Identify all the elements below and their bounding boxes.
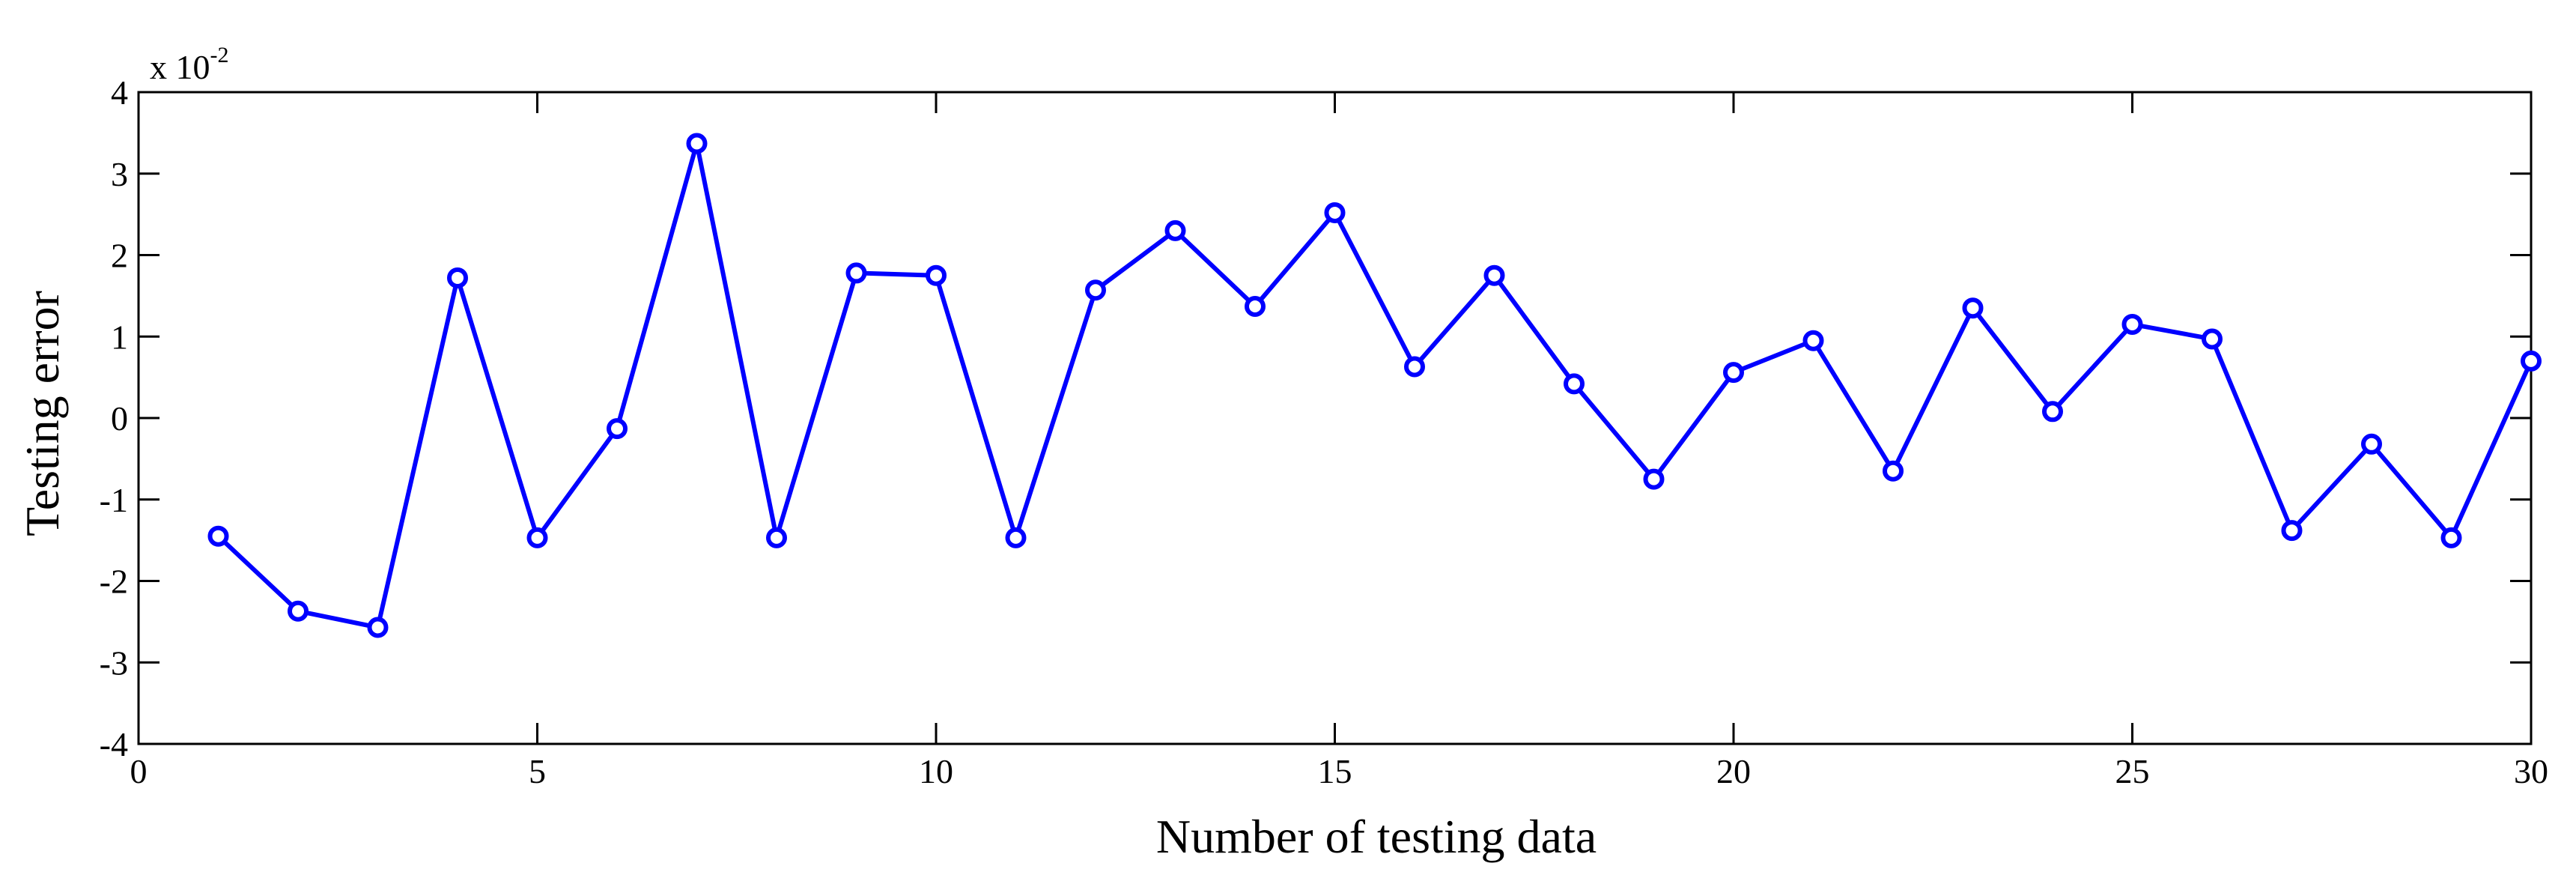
x-tick-label: 30 bbox=[2514, 752, 2548, 790]
data-point bbox=[2281, 520, 2303, 542]
data-point bbox=[1723, 362, 1744, 384]
data-point bbox=[447, 267, 468, 288]
y-tick-label: 2 bbox=[111, 237, 128, 275]
data-point bbox=[2440, 527, 2462, 548]
data-point bbox=[1005, 527, 1027, 548]
data-point bbox=[2042, 401, 2063, 423]
data-point bbox=[367, 617, 389, 638]
y-tick-label: 0 bbox=[111, 399, 128, 438]
data-point bbox=[526, 527, 548, 548]
data-point bbox=[2521, 350, 2542, 372]
data-point bbox=[926, 264, 947, 286]
data-point bbox=[207, 525, 229, 547]
data-point bbox=[288, 600, 309, 622]
y-multiplier: x 10-2 bbox=[150, 43, 229, 86]
y-multiplier-exponent: -2 bbox=[210, 43, 229, 67]
y-tick-label: 4 bbox=[111, 73, 128, 112]
data-point bbox=[1245, 296, 1266, 318]
data-point bbox=[766, 527, 787, 548]
axis-ticks bbox=[137, 91, 2533, 745]
data-point bbox=[2361, 433, 2382, 455]
data-point bbox=[2202, 328, 2223, 350]
y-tick-label: 1 bbox=[111, 318, 128, 356]
data-point bbox=[1802, 330, 1824, 351]
x-tick-label: 0 bbox=[130, 752, 148, 790]
data-point bbox=[1643, 468, 1665, 490]
data-point bbox=[1564, 373, 1585, 395]
y-tick-label: -2 bbox=[100, 563, 128, 601]
plot-frame bbox=[137, 91, 2533, 745]
data-point bbox=[607, 418, 628, 440]
x-tick-label: 10 bbox=[919, 752, 953, 790]
tick-labels: 0 5 10 15 20 25 30 -4 -3 -2 -1 0 1 2 3 4 bbox=[100, 73, 2548, 790]
data-point bbox=[1085, 279, 1106, 301]
data-point bbox=[1962, 297, 1984, 319]
data-point bbox=[1483, 264, 1505, 286]
series-line bbox=[216, 141, 2533, 630]
x-axis-label: Number of testing data bbox=[1156, 810, 1597, 863]
x-tick-label: 25 bbox=[2115, 752, 2150, 790]
x-tick-label: 20 bbox=[1716, 752, 1751, 790]
data-point bbox=[845, 262, 867, 284]
y-axis-label: Testing error bbox=[16, 291, 69, 536]
data-point bbox=[1883, 460, 1904, 482]
y-tick-label: -1 bbox=[100, 481, 128, 519]
x-tick-label: 5 bbox=[529, 752, 546, 790]
y-tick-label: -4 bbox=[100, 725, 128, 763]
data-point bbox=[1404, 356, 1425, 378]
y-tick-label: -3 bbox=[100, 644, 128, 682]
data-point bbox=[2121, 313, 2143, 335]
data-point bbox=[1164, 220, 1186, 241]
x-tick-label: 15 bbox=[1318, 752, 1352, 790]
data-point bbox=[1324, 202, 1346, 223]
y-tick-label: 3 bbox=[111, 155, 128, 193]
data-markers bbox=[207, 133, 2542, 638]
data-point bbox=[686, 133, 708, 154]
y-multiplier-base: x 10 bbox=[150, 48, 210, 86]
